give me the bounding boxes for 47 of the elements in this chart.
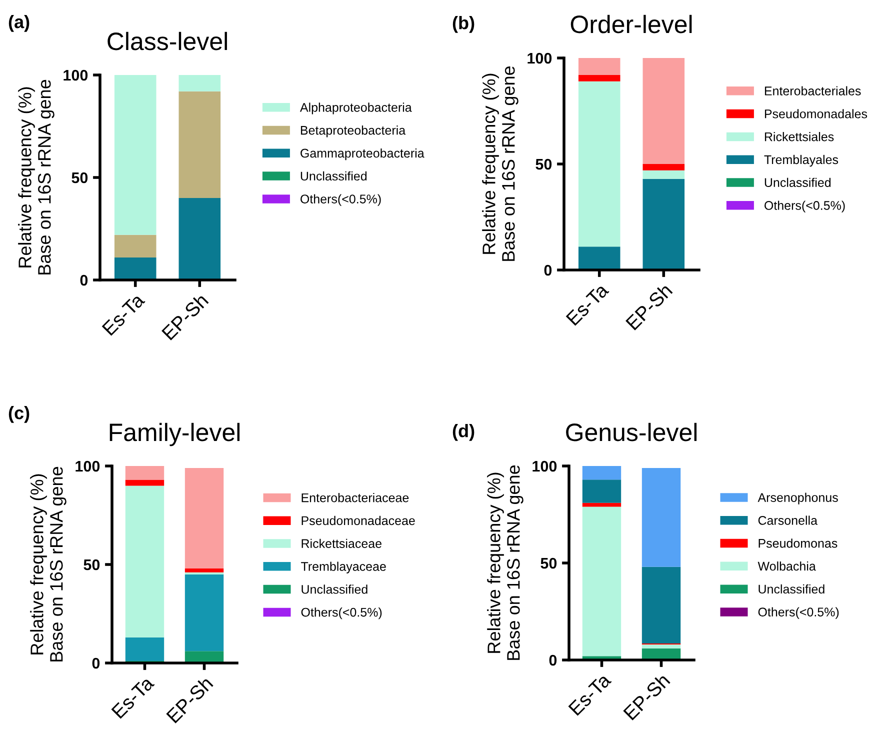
legend-label: Rickettsiales <box>764 132 834 142</box>
y-axis-title: Relative frequency (%) Base on 16S rRNA gene <box>487 465 524 660</box>
legend-label: Wolbachia <box>758 561 816 571</box>
legend-label: Unclassified <box>302 584 368 594</box>
y-tick-label: 100 <box>532 460 557 472</box>
y-tick-label: 0 <box>92 658 100 669</box>
y-tick-label: 50 <box>536 158 552 170</box>
legend-label: Betaproteobacteria <box>300 126 406 138</box>
legend-label: Unclassified <box>764 178 831 187</box>
legend-label: Enterobacteriales <box>764 86 861 96</box>
y-tick-label: 100 <box>528 52 552 64</box>
legend-label: Tremblayales <box>764 154 838 167</box>
legend-label: Rickettsiaceae <box>302 538 382 548</box>
legend-label: Others(<0.5%) <box>301 608 382 620</box>
legend-label: Others(<0.5%) <box>300 194 381 206</box>
chart-title: Family-level <box>110 422 240 446</box>
legend-label: Unclassified <box>300 171 367 181</box>
y-tick-label: 50 <box>72 172 88 184</box>
legend-label: Pseudomonas <box>758 538 838 548</box>
y-axis-title: Relative frequency (%) Base on 16S rRNA gene <box>30 466 66 662</box>
y-axis-title: Relative frequency (%) Base on 16S rRNA gene <box>482 66 518 261</box>
legend-label: Others(<0.5%) <box>758 607 839 619</box>
legend-label: Pseudomonadaceae <box>302 516 415 526</box>
chart-title: Order-level <box>570 14 692 34</box>
chart-title: Class-level <box>108 32 227 50</box>
chart-title: Genus-level <box>566 422 697 442</box>
text: (a) <box>8 15 30 32</box>
text: (d) <box>452 424 474 441</box>
legend-label: Alphaproteobacteria <box>300 102 412 114</box>
legend-label: Tremblayaceae <box>301 562 386 574</box>
legend-label: Arsenophonus <box>758 492 838 504</box>
legend-label: Gammaproteobacteria <box>300 148 424 160</box>
y-tick-label: 0 <box>80 274 88 286</box>
text: (c) <box>8 406 30 423</box>
legend-label: Others(<0.5%) <box>764 200 845 212</box>
y-tick-label: 0 <box>544 264 552 276</box>
y-tick-label: 50 <box>540 558 557 569</box>
y-axis-title: Relative frequency (%) Base on 16S rRNA gene <box>18 80 54 274</box>
legend-label: Unclassified <box>758 584 824 594</box>
y-tick-label: 50 <box>84 559 100 570</box>
legend-label: Carsonella <box>758 516 818 525</box>
legend-label: Enterobacteriaceae <box>302 493 409 502</box>
legend-label: Pseudomonadales <box>764 109 868 118</box>
text: (b) <box>452 16 474 33</box>
y-tick-label: 100 <box>76 460 100 472</box>
y-tick-label: 0 <box>549 654 557 666</box>
y-tick-label: 100 <box>64 70 88 81</box>
